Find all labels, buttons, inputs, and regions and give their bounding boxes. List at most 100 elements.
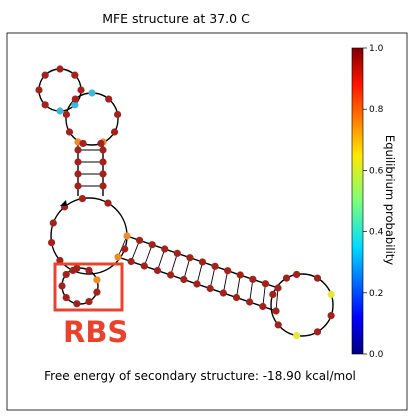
top-hairpin-loop-nucleotide — [88, 89, 96, 97]
helix-nucleotide — [99, 146, 107, 154]
top-small-loop-nucleotide — [41, 101, 49, 109]
right-hairpin-loop-nucleotide — [293, 331, 301, 340]
base-pair-line — [130, 240, 141, 262]
helix-nucleotide — [186, 254, 194, 262]
rna-secondary-structure — [35, 65, 335, 340]
colorbar-label: Equilibrium probability — [383, 135, 397, 265]
helix-nucleotide — [219, 289, 227, 297]
top-small-loop-nucleotide — [56, 65, 64, 73]
helix-nucleotide — [232, 293, 241, 302]
helix-nucleotide — [153, 266, 162, 275]
right-hairpin-loop-nucleotide — [313, 328, 322, 336]
multi-loop-nucleotide — [56, 256, 64, 265]
helix-nucleotide — [99, 182, 107, 190]
helix-nucleotide — [123, 232, 131, 240]
colorbar-tick-label: 1.0 — [369, 44, 384, 54]
multi-loop-nucleotide — [121, 245, 129, 253]
rbs-loop-nucleotide — [73, 264, 81, 272]
helix-nucleotide — [259, 302, 267, 311]
figure-title: MFE structure at 37.0 C — [102, 11, 250, 26]
multi-loop-nucleotide — [47, 238, 56, 247]
top-hairpin-loop-nucleotide — [65, 128, 74, 136]
base-pair-line — [249, 279, 254, 303]
helix-nucleotide — [161, 245, 169, 253]
top-hairpin-loop-nucleotide — [71, 95, 79, 103]
helix-nucleotide — [236, 271, 244, 279]
colorbar-ticks: 0.0 0.2 0.4 0.6 0.8 1.0 — [363, 44, 384, 360]
plot-frame — [6, 32, 408, 411]
helix-nucleotide — [193, 280, 201, 288]
base-pair-line — [183, 257, 191, 280]
rbs-loop-nucleotide — [85, 297, 93, 306]
colorbar-tick-label: 0.6 — [369, 166, 384, 176]
base-pair-line — [262, 283, 266, 307]
rbs-loop-nucleotide — [62, 270, 70, 279]
rbs-loop-nucleotide — [93, 276, 101, 284]
base-pair-line — [209, 266, 216, 289]
colorbar-tick-label: 0.2 — [369, 289, 383, 299]
helix-nucleotide — [135, 236, 144, 244]
base-pair-line — [236, 274, 241, 298]
base-pair-line — [222, 270, 229, 294]
helix-nucleotide — [224, 267, 232, 275]
top-small-loop-nucleotide — [41, 71, 49, 79]
right-hairpin-loop-nucleotide — [274, 321, 282, 329]
right-hairpin-loop-nucleotide — [327, 290, 335, 298]
right-hairpin-loop-nucleotide — [293, 270, 301, 279]
helix-nucleotide — [167, 271, 175, 279]
top-small-loop-nucleotide — [71, 71, 79, 79]
helix-nucleotide — [206, 284, 214, 293]
right-hairpin-loop-nucleotide — [269, 290, 277, 298]
strand-direction-arrow — [60, 200, 67, 206]
right-hairpin-loop-nucleotide — [327, 312, 335, 320]
rbs-highlight-box — [53, 262, 124, 312]
top-hairpin-loop-nucleotide — [97, 139, 105, 148]
helix-nucleotide — [127, 257, 135, 266]
top-hairpin-loop-nucleotide — [62, 110, 70, 119]
multi-loop-nucleotide — [104, 199, 112, 207]
right-hairpin-loop-backbone — [270, 273, 334, 337]
colorbar: 0.0 0.2 0.4 0.6 0.8 1.0 Equilibrium probabili… — [351, 44, 397, 360]
helix-nucleotide — [140, 262, 148, 270]
top-small-loop-nucleotide — [56, 107, 64, 115]
helix-nucleotide — [74, 158, 82, 166]
helix-nucleotide — [173, 249, 181, 257]
helix-nucleotide — [198, 258, 207, 266]
helix-nucleotide — [274, 284, 282, 292]
top-small-loop-nucleotide — [77, 86, 85, 94]
base-pair-line — [157, 248, 166, 271]
helix-nucleotide — [272, 307, 280, 315]
rbs-loop-nucleotide — [58, 282, 66, 290]
base-pair-line — [143, 244, 153, 267]
top-hairpin-loop-nucleotide — [79, 139, 87, 148]
free-energy-caption: Free energy of secondary structure: -18.… — [44, 369, 356, 383]
top-hairpin-loop-nucleotide — [114, 110, 122, 119]
helix-nucleotide — [180, 275, 188, 284]
rbs-label: RBS — [63, 315, 128, 349]
colorbar-tick-label: 0.8 — [369, 105, 384, 115]
base-pair-line — [196, 261, 203, 285]
helix-nucleotide — [246, 298, 254, 306]
rbs-loop-nucleotide — [62, 293, 70, 302]
helix-nucleotide — [99, 170, 107, 178]
multi-loop-nucleotide — [49, 219, 57, 227]
rbs-loop-nucleotide — [73, 300, 81, 308]
helix-nucleotide — [74, 182, 82, 190]
base-pair-line — [170, 253, 178, 276]
right-hairpin-loop-nucleotide — [313, 274, 322, 282]
multi-loop-nucleotide — [78, 194, 87, 203]
top-small-loop-nucleotide — [71, 101, 79, 109]
rbs-loop-nucleotide — [93, 288, 101, 296]
base-pair-line — [275, 287, 279, 312]
helix-nucleotide — [148, 241, 156, 249]
top-hairpin-loop-nucleotide — [105, 95, 113, 103]
helix-nucleotide — [74, 170, 82, 178]
helix-nucleotide — [249, 275, 257, 283]
colorbar-tick-label: 0.0 — [369, 350, 384, 360]
helix-nucleotide — [114, 253, 122, 261]
colorbar-tick-label: 0.4 — [369, 228, 384, 238]
helix-nucleotide — [74, 146, 82, 154]
helix-nucleotide — [261, 280, 270, 288]
top-small-loop-nucleotide — [35, 86, 43, 94]
